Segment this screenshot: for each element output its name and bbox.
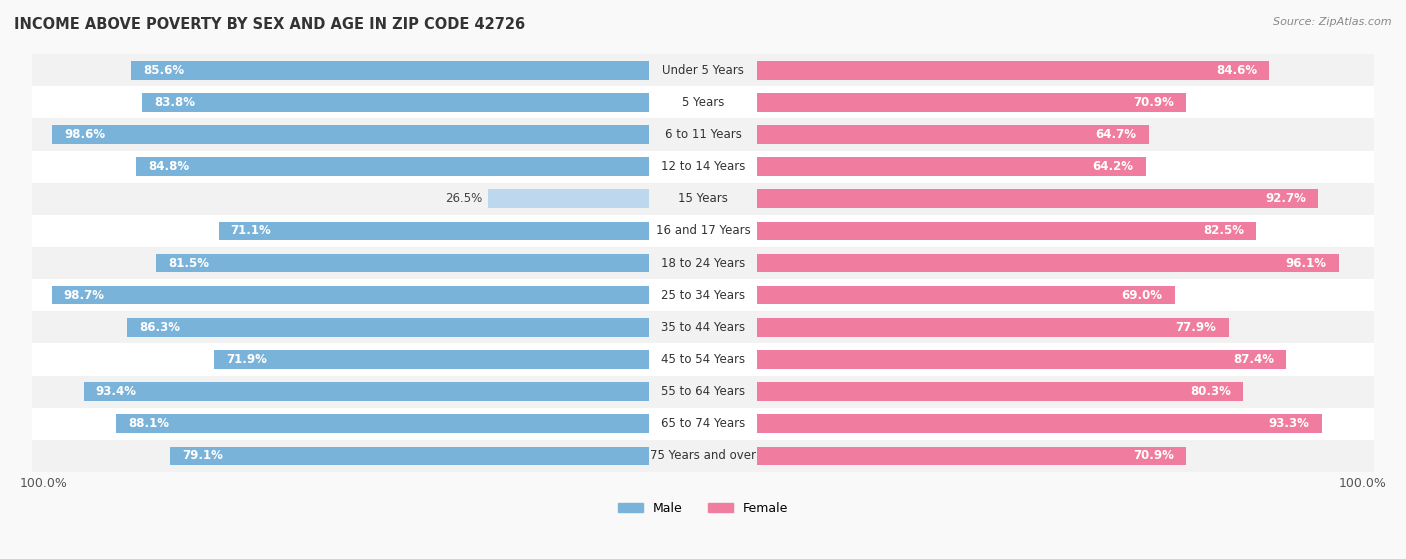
Text: 82.5%: 82.5%: [1204, 224, 1244, 238]
Text: 83.8%: 83.8%: [153, 96, 195, 109]
Bar: [32, 150, 1374, 183]
Bar: [214, 350, 648, 369]
Text: 71.1%: 71.1%: [231, 224, 271, 238]
Bar: [131, 61, 648, 79]
Bar: [115, 414, 648, 433]
Text: 16 and 17 Years: 16 and 17 Years: [655, 224, 751, 238]
Text: 5 Years: 5 Years: [682, 96, 724, 109]
Bar: [136, 157, 648, 176]
Bar: [32, 376, 1374, 408]
Bar: [32, 279, 1374, 311]
Text: 81.5%: 81.5%: [167, 257, 209, 269]
Bar: [32, 215, 1374, 247]
Bar: [758, 125, 1149, 144]
Text: 79.1%: 79.1%: [183, 449, 224, 462]
Bar: [32, 183, 1374, 215]
Bar: [142, 93, 648, 112]
Bar: [32, 54, 1374, 86]
Text: 35 to 44 Years: 35 to 44 Years: [661, 321, 745, 334]
Text: 18 to 24 Years: 18 to 24 Years: [661, 257, 745, 269]
Legend: Male, Female: Male, Female: [613, 497, 793, 520]
Bar: [758, 414, 1322, 433]
Text: 80.3%: 80.3%: [1189, 385, 1230, 398]
Text: 75 Years and over: 75 Years and over: [650, 449, 756, 462]
Text: 15 Years: 15 Years: [678, 192, 728, 205]
Bar: [32, 86, 1374, 119]
Text: 98.6%: 98.6%: [65, 128, 105, 141]
Text: 64.2%: 64.2%: [1092, 160, 1133, 173]
Text: 88.1%: 88.1%: [128, 417, 169, 430]
Text: 45 to 54 Years: 45 to 54 Years: [661, 353, 745, 366]
Text: 70.9%: 70.9%: [1133, 449, 1174, 462]
Bar: [758, 350, 1286, 369]
Text: 84.8%: 84.8%: [148, 160, 188, 173]
Bar: [32, 247, 1374, 279]
Bar: [758, 286, 1174, 305]
Bar: [758, 157, 1146, 176]
Text: 12 to 14 Years: 12 to 14 Years: [661, 160, 745, 173]
Text: 77.9%: 77.9%: [1175, 321, 1216, 334]
Bar: [758, 61, 1270, 79]
Text: 71.9%: 71.9%: [226, 353, 267, 366]
Text: 98.7%: 98.7%: [63, 288, 105, 302]
Bar: [52, 286, 648, 305]
Bar: [758, 190, 1317, 208]
Bar: [488, 190, 648, 208]
Bar: [218, 221, 648, 240]
Text: Source: ZipAtlas.com: Source: ZipAtlas.com: [1274, 17, 1392, 27]
Bar: [32, 440, 1374, 472]
Text: INCOME ABOVE POVERTY BY SEX AND AGE IN ZIP CODE 42726: INCOME ABOVE POVERTY BY SEX AND AGE IN Z…: [14, 17, 526, 32]
Text: 92.7%: 92.7%: [1265, 192, 1306, 205]
Text: 64.7%: 64.7%: [1095, 128, 1136, 141]
Bar: [758, 93, 1187, 112]
Text: 6 to 11 Years: 6 to 11 Years: [665, 128, 741, 141]
Bar: [32, 343, 1374, 376]
Bar: [32, 119, 1374, 150]
Bar: [758, 318, 1229, 337]
Text: 70.9%: 70.9%: [1133, 96, 1174, 109]
Text: 93.4%: 93.4%: [96, 385, 136, 398]
Bar: [170, 447, 648, 465]
Text: 55 to 64 Years: 55 to 64 Years: [661, 385, 745, 398]
Bar: [52, 125, 648, 144]
Text: 65 to 74 Years: 65 to 74 Years: [661, 417, 745, 430]
Text: 87.4%: 87.4%: [1233, 353, 1274, 366]
Text: 69.0%: 69.0%: [1122, 288, 1163, 302]
Text: 26.5%: 26.5%: [446, 192, 482, 205]
Bar: [127, 318, 648, 337]
Bar: [758, 254, 1339, 272]
Bar: [156, 254, 648, 272]
Text: 85.6%: 85.6%: [143, 64, 184, 77]
Bar: [758, 382, 1243, 401]
Bar: [32, 311, 1374, 343]
Text: 84.6%: 84.6%: [1216, 64, 1257, 77]
Bar: [84, 382, 648, 401]
Text: 96.1%: 96.1%: [1285, 257, 1326, 269]
Text: 93.3%: 93.3%: [1268, 417, 1309, 430]
Text: Under 5 Years: Under 5 Years: [662, 64, 744, 77]
Text: 25 to 34 Years: 25 to 34 Years: [661, 288, 745, 302]
Bar: [32, 408, 1374, 440]
Bar: [758, 221, 1257, 240]
Bar: [758, 447, 1187, 465]
Text: 86.3%: 86.3%: [139, 321, 180, 334]
